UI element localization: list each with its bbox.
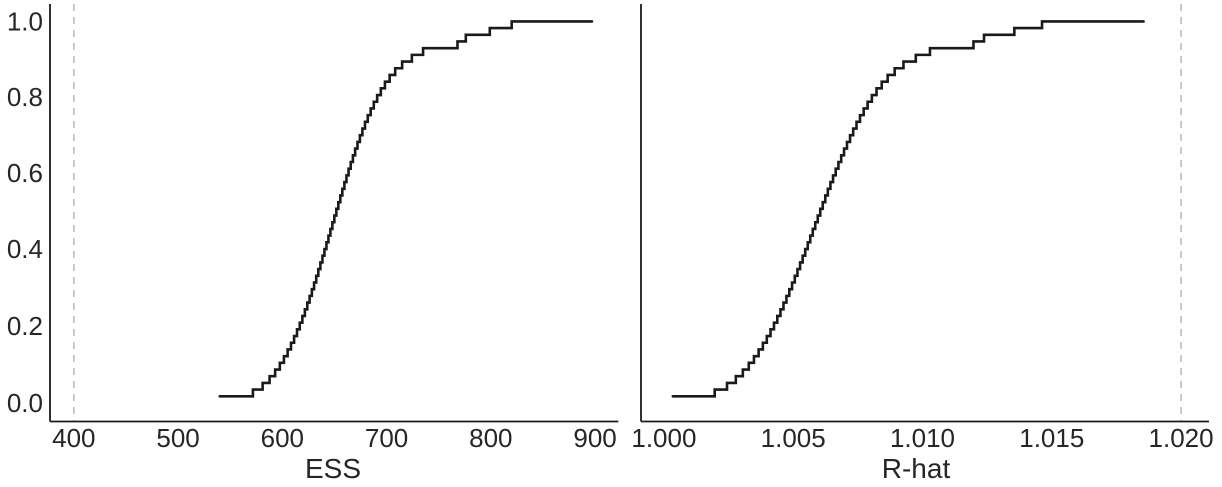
svg-text:1.010: 1.010 [890,423,955,453]
svg-text:800: 800 [469,423,512,453]
svg-text:500: 500 [156,423,199,453]
svg-text:R-hat: R-hat [882,453,951,484]
svg-text:1.000: 1.000 [631,423,696,453]
svg-text:600: 600 [261,423,304,453]
svg-text:ESS: ESS [305,453,361,484]
svg-text:1.005: 1.005 [761,423,826,453]
svg-text:1.0: 1.0 [7,6,43,36]
svg-text:900: 900 [573,423,616,453]
svg-text:0.8: 0.8 [7,82,43,112]
svg-text:1.020: 1.020 [1149,423,1214,453]
svg-text:0.6: 0.6 [7,158,43,188]
svg-text:700: 700 [365,423,408,453]
svg-text:0.2: 0.2 [7,311,43,341]
svg-text:400: 400 [52,423,95,453]
svg-text:1.015: 1.015 [1019,423,1084,453]
svg-text:0.4: 0.4 [7,234,43,264]
svg-text:0.0: 0.0 [7,388,43,418]
